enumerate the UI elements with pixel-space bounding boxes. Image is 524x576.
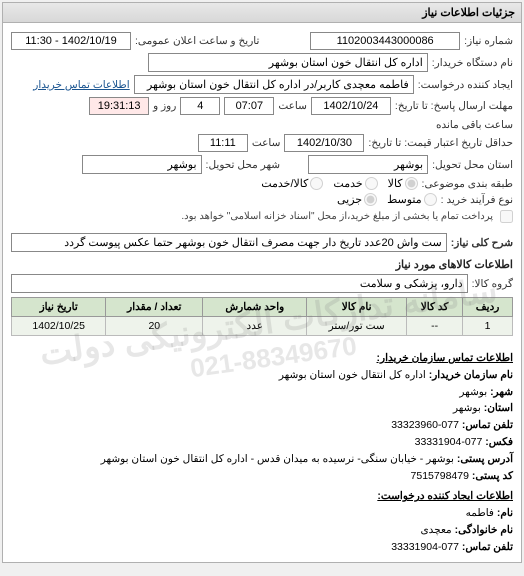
- radio-service[interactable]: خدمت: [333, 177, 377, 190]
- group-label: گروه کالا:: [472, 278, 513, 290]
- radio-partial[interactable]: جزیی: [337, 193, 377, 206]
- buyer-contact-link[interactable]: اطلاعات تماس خریدار: [33, 79, 129, 91]
- need-number-label: شماره نیاز:: [464, 35, 513, 47]
- radio-medium[interactable]: متوسط: [387, 193, 437, 206]
- days-label: روز و: [153, 100, 176, 112]
- c-province: بوشهر: [453, 402, 481, 414]
- c-phone: 077-33323960: [391, 419, 459, 431]
- radio-partial-label: جزیی: [337, 193, 362, 206]
- need-number-field: 1102003443000086: [310, 32, 460, 50]
- table-cell: عدد: [203, 317, 307, 336]
- table-header: کد کالا: [407, 298, 463, 317]
- table-header: نام کالا: [307, 298, 407, 317]
- table-row: 1--ست تور/سترعدد201402/10/25: [12, 317, 513, 336]
- budget-label: طبقه بندی موضوعی:: [422, 178, 513, 190]
- table-cell: 20: [106, 317, 203, 336]
- validity-date-field: 1402/10/30: [284, 134, 364, 152]
- c-lastname-label: نام خانوادگی:: [455, 524, 513, 536]
- radio-both[interactable]: کالا/خدمت: [261, 177, 323, 190]
- deadline-date-field: 1402/10/24: [311, 97, 391, 115]
- validity-label: حداقل تاریخ اعتبار قیمت: تا تاریخ:: [368, 137, 513, 149]
- c-fax-label: فکس:: [485, 436, 513, 448]
- purchase-type-label: نوع فرآیند خرید :: [441, 194, 513, 206]
- group-field: دارو، پزشکی و سلامت: [11, 274, 468, 293]
- time-label-2: ساعت: [252, 137, 281, 149]
- radio-goods-label: کالا: [388, 177, 403, 190]
- table-cell: ست تور/ستر: [307, 317, 407, 336]
- c-req-phone: 077-33331904: [391, 541, 459, 553]
- table-header: تعداد / مقدار: [106, 298, 203, 317]
- announce-label: تاریخ و ساعت اعلان عمومی:: [135, 35, 259, 47]
- c-fax: 077-33331904: [415, 436, 483, 448]
- c-req-phone-label: تلفن تماس:: [462, 541, 513, 553]
- radio-goods[interactable]: کالا: [388, 177, 418, 190]
- table-cell: 1: [463, 317, 513, 336]
- radio-both-label: کالا/خدمت: [261, 177, 308, 190]
- validity-time-field: 11:11: [198, 134, 248, 152]
- deadline-time-field: 07:07: [224, 97, 274, 115]
- deadline-label: مهلت ارسال پاسخ: تا تاریخ:: [395, 100, 513, 112]
- contact-block: اطلاعات تماس سازمان خریدار: نام سازمان خ…: [11, 350, 513, 556]
- table-header: ردیف: [463, 298, 513, 317]
- c-address-label: آدرس پستی:: [457, 453, 513, 465]
- requester-field: فاطمه معچدی کاربر/در اداره کل انتقال خون…: [134, 75, 414, 94]
- table-header: واحد شمارش: [203, 298, 307, 317]
- c-address: بوشهر - خیابان سنگی- نرسیده به میدان قدس…: [101, 453, 454, 465]
- city-field: بوشهر: [82, 155, 202, 174]
- radio-medium-label: متوسط: [387, 193, 422, 206]
- desc-field: ست واش 20عدد تاریخ دار جهت مصرف انتقال خ…: [11, 233, 447, 252]
- c-name: فاطمه: [466, 507, 494, 519]
- table-cell: 1402/10/25: [12, 317, 106, 336]
- city-label: شهر محل تحویل:: [206, 159, 281, 171]
- hours-remaining-field: 19:31:13: [89, 97, 149, 115]
- table-header: تاریخ نیاز: [12, 298, 106, 317]
- province-label: استان محل تحویل:: [432, 159, 513, 171]
- province-field: بوشهر: [308, 155, 428, 174]
- c-name-label: نام:: [497, 507, 513, 519]
- c-province-label: استان:: [484, 402, 513, 414]
- c-lastname: معچدی: [420, 524, 451, 536]
- time-label-1: ساعت: [278, 100, 307, 112]
- table-cell: --: [407, 317, 463, 336]
- treasury-note: پرداخت تمام یا بخشی از مبلغ خرید،از محل …: [181, 211, 493, 222]
- subject-radio-group: کالا خدمت کالا/خدمت: [261, 177, 417, 190]
- buyer-org-label: نام دستگاه خریدار:: [432, 57, 513, 69]
- c-city: بوشهر: [459, 386, 487, 398]
- requester-contact-title: اطلاعات ایجاد کننده درخواست:: [377, 490, 513, 502]
- panel-title: جزئیات اطلاعات نیاز: [3, 3, 521, 23]
- c-phone-label: تلفن تماس:: [462, 419, 513, 431]
- items-table: ردیفکد کالانام کالاواحد شمارشتعداد / مقد…: [11, 297, 513, 336]
- c-postal: 7515798479: [411, 470, 469, 482]
- purchase-radio-group: متوسط جزیی: [337, 193, 437, 206]
- buyer-org-field: اداره کل انتقال خون استان بوشهر: [148, 53, 428, 72]
- c-postal-label: کد پستی:: [472, 470, 513, 482]
- days-remaining-field: 4: [180, 97, 220, 115]
- requester-label: ایجاد کننده درخواست:: [418, 79, 513, 91]
- desc-label: شرح کلی نیاز:: [451, 237, 513, 249]
- hours-remaining-label: ساعت باقی مانده: [436, 119, 513, 131]
- radio-service-label: خدمت: [333, 177, 362, 190]
- c-city-label: شهر:: [490, 386, 513, 398]
- c-org: اداره کل انتقال خون استان بوشهر: [279, 369, 426, 381]
- treasury-checkbox[interactable]: پرداخت تمام یا بخشی از مبلغ خرید،از محل …: [181, 210, 513, 223]
- announce-field: 1402/10/19 - 11:30: [11, 32, 131, 50]
- c-org-label: نام سازمان خریدار:: [429, 369, 513, 381]
- items-section-title: اطلاعات کالاهای مورد نیاز: [11, 258, 513, 271]
- buyer-contact-title: اطلاعات تماس سازمان خریدار:: [377, 352, 513, 364]
